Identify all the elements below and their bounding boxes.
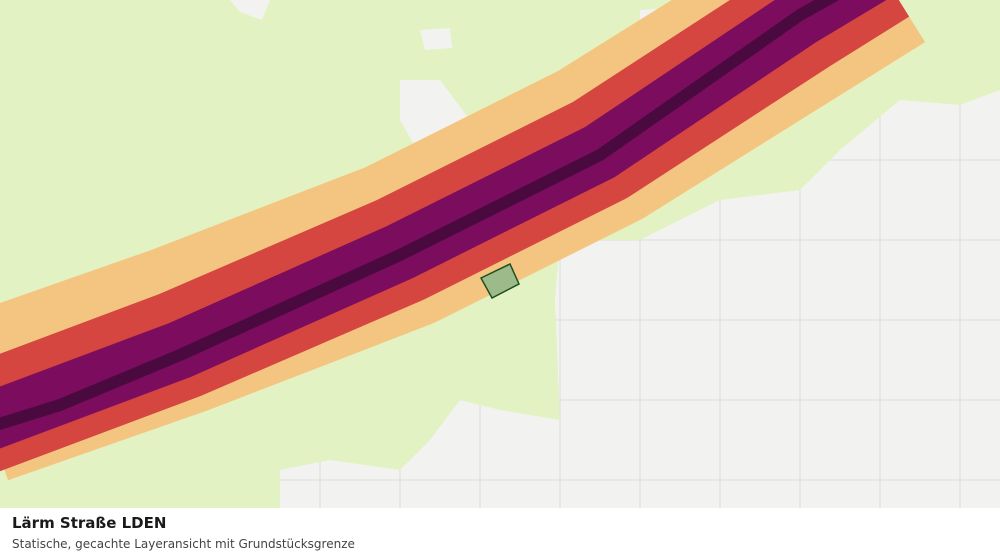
title: Lärm Straße LDEN (12, 514, 166, 532)
footer (0, 508, 1000, 560)
noise-bands (0, 0, 926, 481)
noise-band-70 (0, 0, 839, 431)
parcel[interactable] (479, 262, 520, 300)
subtitle: Statische, gecachte Layeransicht mit Gru… (12, 537, 355, 551)
